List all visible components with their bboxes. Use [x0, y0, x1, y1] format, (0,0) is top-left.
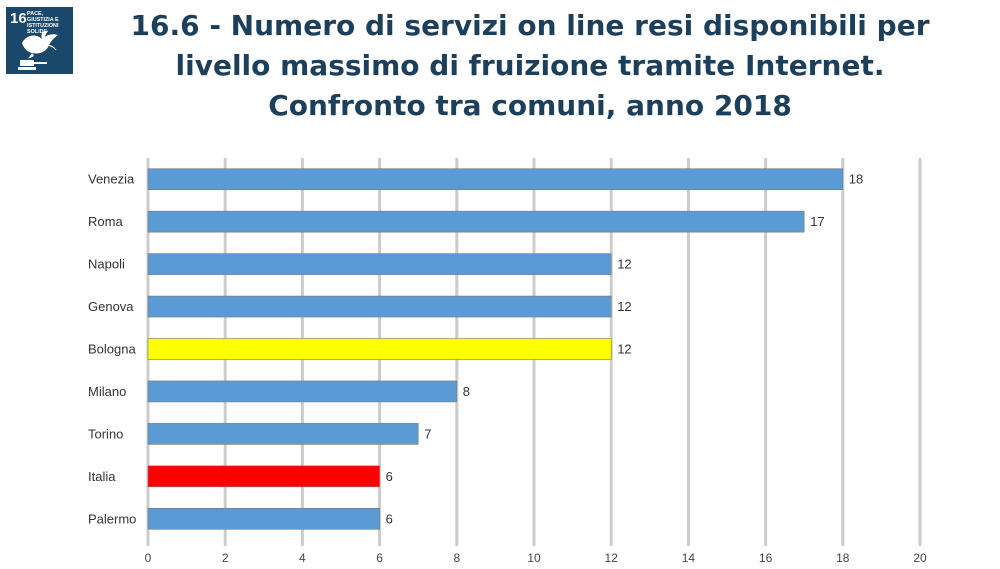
x-tick-label: 4 — [299, 551, 306, 565]
bar-torino — [147, 423, 419, 445]
dove-gavel-icon — [18, 30, 58, 70]
bar-italia — [147, 465, 380, 488]
sdg-logo-text: PACE, GIUSTIZIA E ISTITUZIONI SOLIDE — [27, 11, 59, 35]
value-labels: 18 17 12 12 12 8 7 6 6 — [386, 172, 864, 527]
bar-venezia — [147, 168, 844, 191]
x-tick-label: 14 — [682, 551, 696, 565]
value-label: 18 — [849, 172, 863, 187]
category-label: Genova — [88, 299, 134, 314]
value-label: 6 — [386, 469, 393, 484]
category-label: Milano — [88, 384, 126, 399]
x-tick-label: 20 — [913, 551, 927, 565]
x-tick-label: 8 — [453, 551, 460, 565]
sdg-logo-number: 16 — [10, 10, 27, 27]
x-tick-label: 18 — [836, 551, 850, 565]
value-label: 12 — [617, 299, 631, 314]
x-tick-label: 0 — [145, 551, 152, 565]
x-tick-label: 10 — [527, 551, 541, 565]
bar-bologna — [147, 338, 612, 360]
chart-title: 16.6 - Numero di servizi on line resi di… — [130, 9, 930, 122]
value-label: 12 — [617, 342, 631, 357]
category-label: Palermo — [88, 511, 136, 526]
value-label: 12 — [617, 257, 631, 272]
bars — [147, 168, 844, 530]
category-label: Napoli — [88, 257, 125, 272]
category-label: Bologna — [88, 342, 136, 357]
x-tick-label: 2 — [222, 551, 229, 565]
x-axis-ticks: 0 2 4 6 8 10 12 14 16 18 20 — [145, 551, 927, 565]
value-label: 17 — [810, 214, 824, 229]
value-label: 7 — [424, 426, 431, 441]
bar-milano — [147, 380, 458, 403]
category-label: Venezia — [88, 172, 135, 187]
sdg-goal-16-logo: 16 PACE, GIUSTIZIA E ISTITUZIONI SOLIDE — [6, 7, 73, 74]
value-label: 6 — [386, 511, 393, 526]
value-label: 8 — [463, 384, 470, 399]
bar-roma — [147, 210, 805, 233]
bar-genova — [147, 295, 612, 318]
category-labels: Venezia Roma Napoli Genova Bologna Milano Tori… — [88, 172, 136, 527]
category-label: Roma — [88, 214, 123, 229]
category-label: Italia — [88, 469, 116, 484]
x-tick-label: 16 — [759, 551, 773, 565]
bar-napoli — [147, 253, 612, 275]
x-tick-label: 6 — [376, 551, 383, 565]
category-label: Torino — [88, 426, 123, 441]
x-tick-label: 12 — [605, 551, 619, 565]
bar-palermo — [147, 507, 380, 530]
